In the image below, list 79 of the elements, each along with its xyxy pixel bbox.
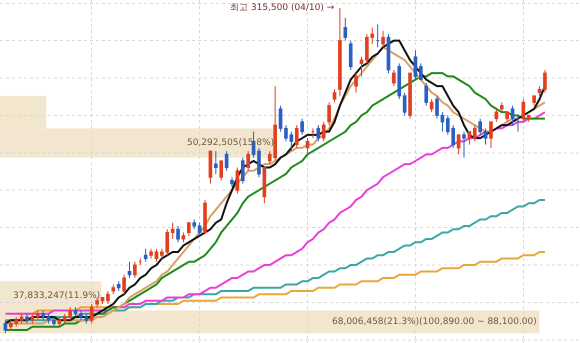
candlestick (262, 166, 266, 204)
band-label: 68,006,458(21.3%)(100,890.00 ~ 88,100.00) (332, 317, 537, 327)
candlestick (489, 121, 493, 148)
candlestick (500, 102, 504, 113)
candlestick (203, 199, 207, 233)
candlestick (111, 284, 116, 295)
candlestick (246, 150, 250, 172)
candlestick (510, 105, 514, 126)
candlestick (311, 128, 315, 139)
candlestick (386, 34, 390, 74)
candlestick (456, 134, 460, 155)
candlestick (316, 124, 320, 142)
annotation: 최고 315,500 (04/10) → (230, 3, 335, 13)
candlestick (165, 228, 170, 256)
candlestick (300, 118, 304, 136)
candlestick (62, 313, 67, 324)
candlestick (236, 166, 240, 194)
candlestick (505, 112, 509, 122)
candlestick (30, 313, 34, 324)
candlestick (170, 222, 174, 240)
band-label: 37,833,247(11.9%) (13, 291, 100, 301)
candlestick (138, 258, 142, 266)
candlestick (192, 218, 196, 230)
candlestick (128, 261, 132, 278)
candlestick (376, 24, 380, 48)
candlestick (402, 92, 406, 116)
candlestick (14, 316, 18, 328)
candlestick (36, 310, 40, 321)
candlestick (240, 157, 245, 184)
candlestick (348, 40, 353, 70)
candlestick (381, 30, 385, 48)
candlestick (4, 320, 8, 334)
candlestick (430, 98, 434, 113)
candlestick (484, 128, 488, 146)
candlestick (176, 225, 180, 243)
candlestick (144, 248, 148, 262)
candlestick (494, 108, 498, 122)
candlestick (343, 17, 348, 42)
candlestick (472, 124, 477, 142)
candlestick (468, 131, 472, 146)
candlestick (273, 86, 277, 162)
candlestick (532, 95, 536, 106)
candlestick (462, 131, 466, 158)
candlestick (68, 306, 72, 321)
candlestick (522, 98, 526, 122)
candlestick (424, 82, 428, 106)
candlestick (332, 88, 336, 103)
candlestick (478, 118, 482, 136)
candlestick (354, 72, 358, 94)
candlestick (58, 316, 62, 328)
candlestick (187, 222, 191, 236)
candlestick (516, 114, 520, 132)
candlestick (224, 150, 228, 172)
candlestick (90, 303, 94, 324)
candlestick (208, 150, 212, 184)
candlestick (451, 124, 456, 148)
candlestick (446, 114, 450, 136)
candlestick (198, 222, 202, 236)
candlestick (230, 176, 234, 188)
candlestick (116, 280, 121, 292)
candlestick (370, 27, 374, 44)
candlestick (25, 313, 29, 324)
candlestick (214, 150, 218, 174)
candlestick (219, 160, 224, 181)
candlestick (122, 274, 126, 295)
candlestick (268, 150, 272, 165)
candlestick (397, 62, 402, 100)
candlestick (133, 261, 137, 278)
candlestick (327, 102, 331, 126)
candlestick (392, 69, 396, 87)
candlestick (338, 8, 342, 96)
candlestick (182, 232, 186, 243)
candlestick (526, 114, 531, 122)
candlestick (322, 121, 326, 142)
candlestick (8, 320, 13, 330)
candlestick (20, 313, 24, 324)
candlestick (408, 72, 412, 120)
candlestick (294, 124, 299, 148)
candlestick (306, 138, 310, 155)
